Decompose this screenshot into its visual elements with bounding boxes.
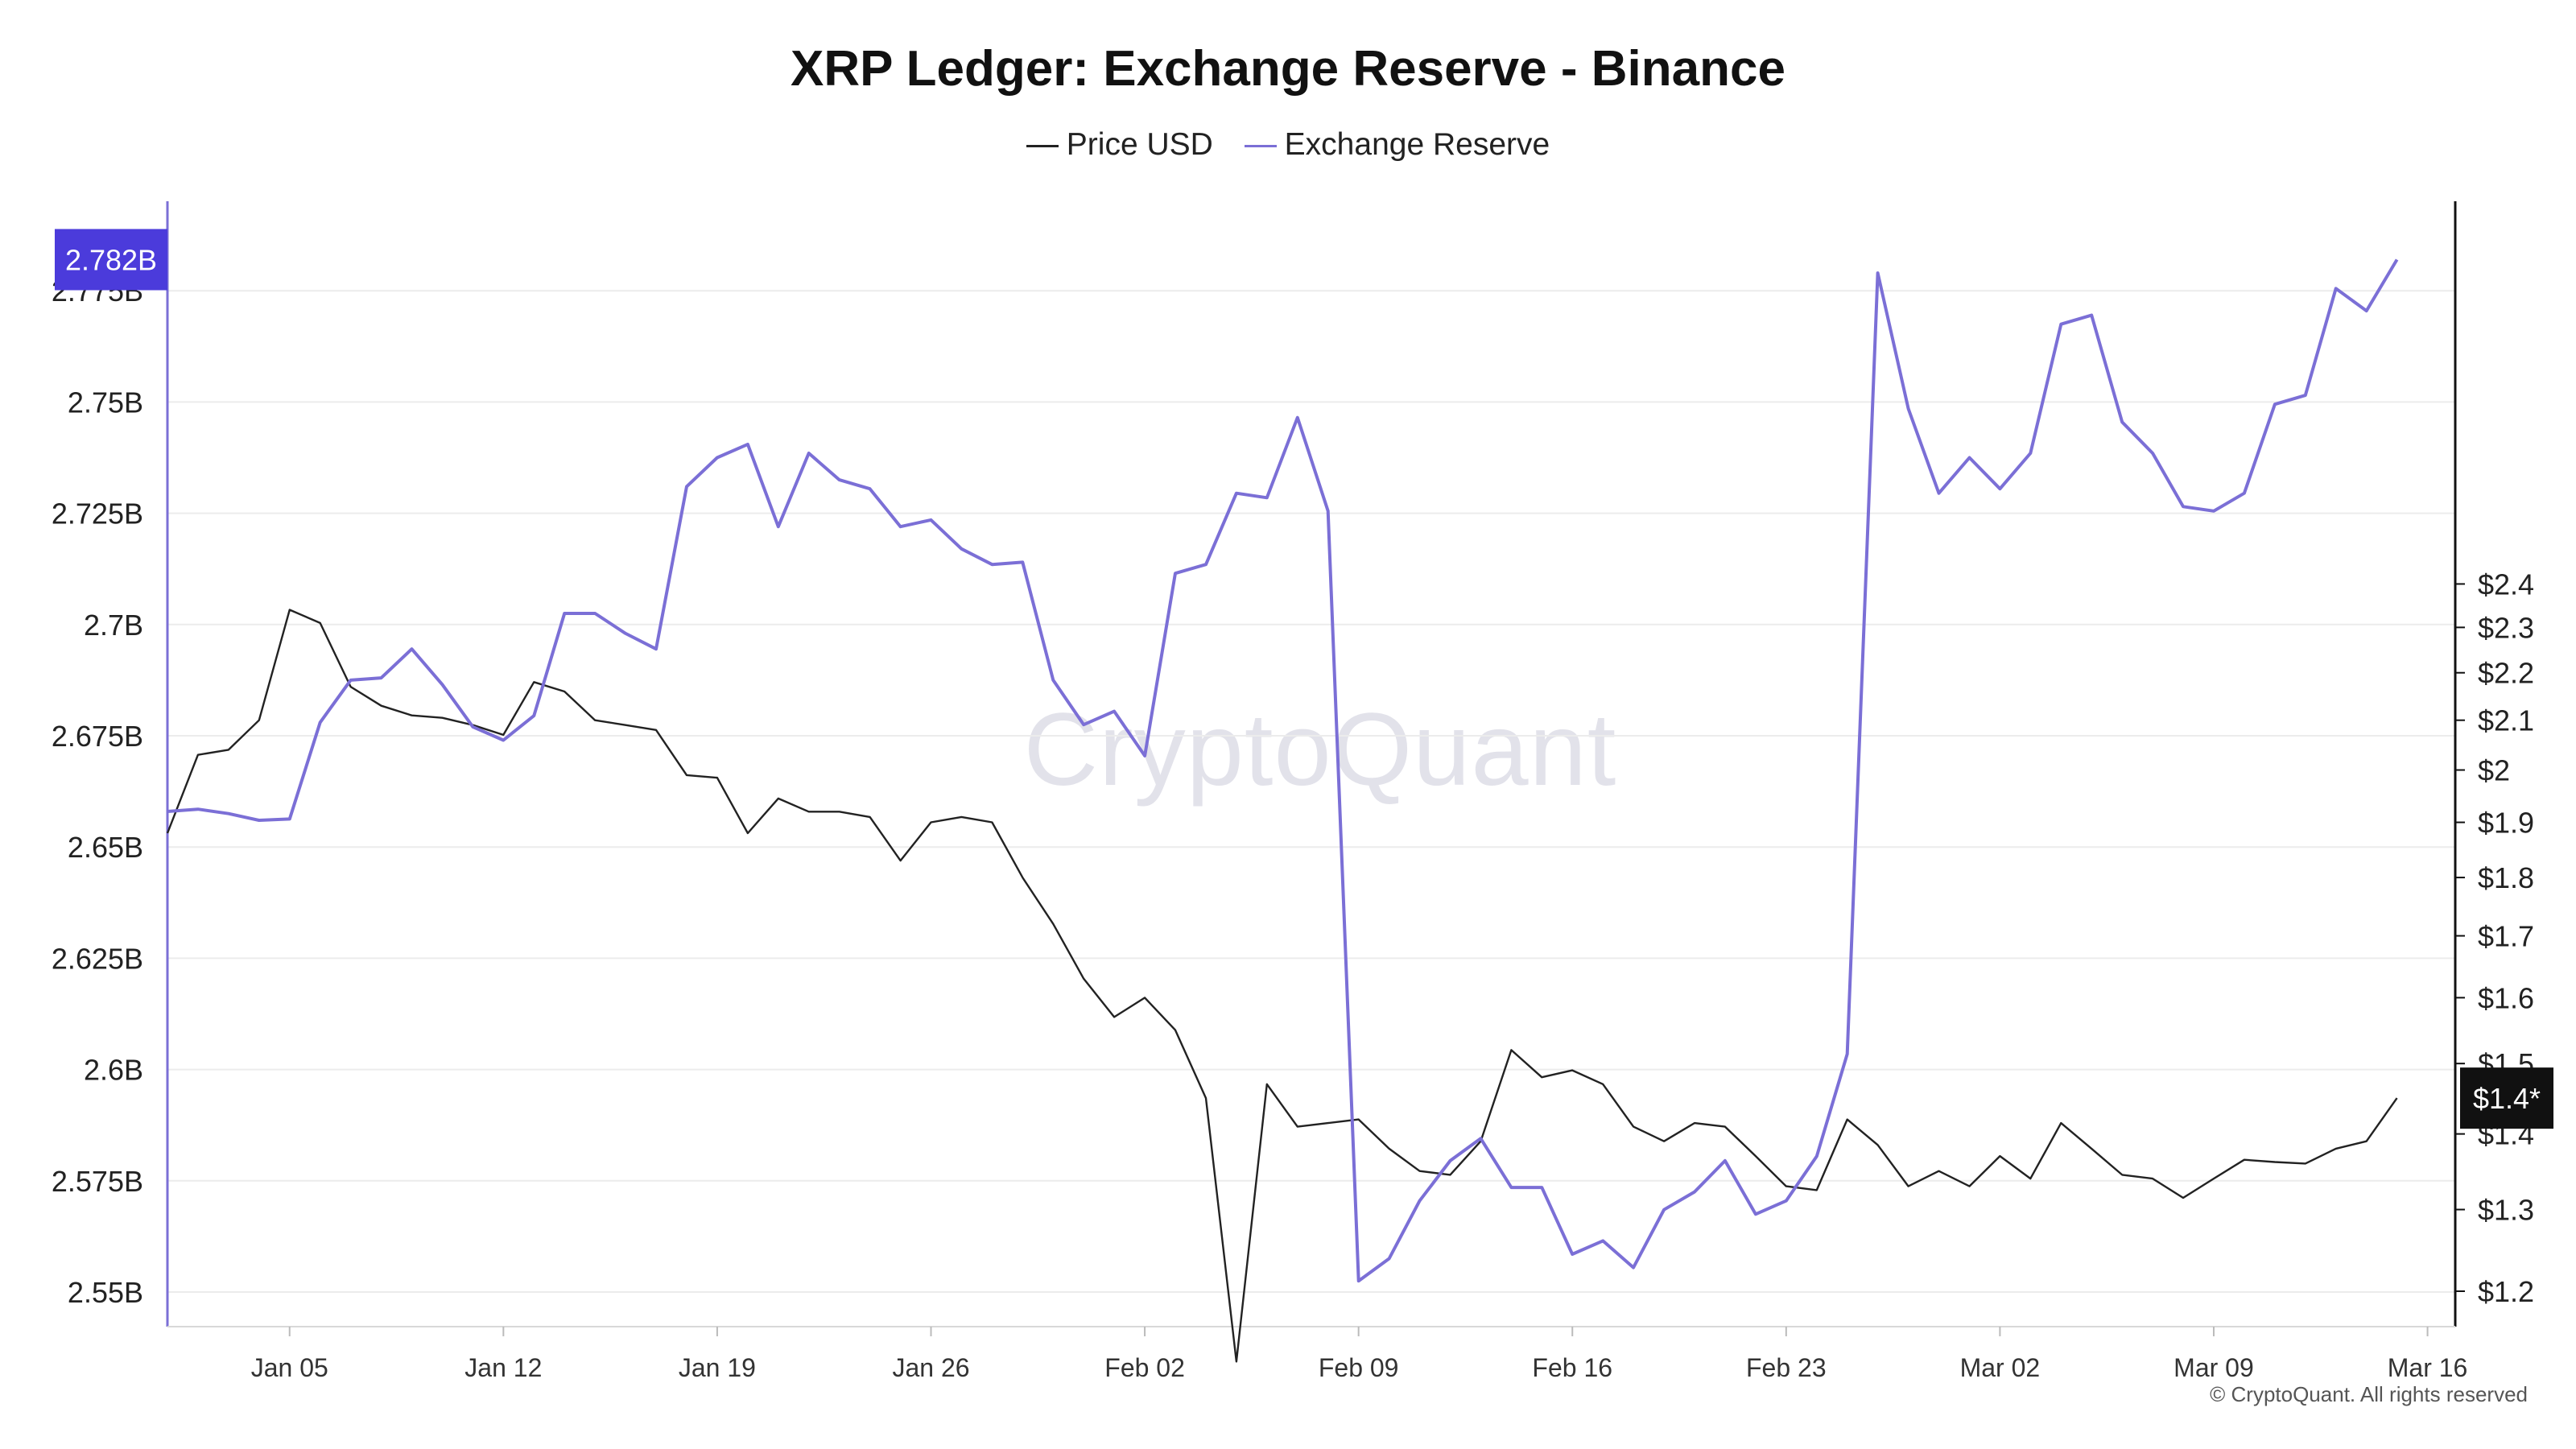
legend: Price USD Exchange Reserve (0, 127, 2576, 163)
x-tick-label: Mar 16 (2388, 1353, 2468, 1382)
legend-label-price: Price USD (1066, 127, 1213, 162)
right-tick-label: $2 (2478, 754, 2510, 787)
right-tick-label: $1.9 (2478, 807, 2534, 840)
x-tick-label: Jan 05 (251, 1353, 328, 1382)
right-tick-label: $2.4 (2478, 568, 2534, 601)
left-tick-label: 2.675B (52, 720, 143, 753)
left-tick-label: 2.625B (52, 942, 143, 975)
left-current-badge-label: 2.782B (65, 244, 157, 277)
right-tick-label: $1.6 (2478, 981, 2534, 1014)
right-tick-label: $2.1 (2478, 704, 2534, 737)
x-tick-label: Feb 02 (1104, 1353, 1185, 1382)
left-tick-label: 2.725B (52, 497, 143, 530)
chart-title: XRP Ledger: Exchange Reserve - Binance (791, 41, 1785, 97)
legend-item-reserve[interactable]: Exchange Reserve (1244, 127, 1550, 163)
left-tick-label: 2.65B (68, 831, 143, 864)
right-tick-label: $2.2 (2478, 657, 2534, 690)
legend-label-reserve: Exchange Reserve (1284, 127, 1550, 162)
left-tick-label: 2.75B (68, 386, 143, 419)
x-tick-label: Mar 09 (2174, 1353, 2254, 1382)
price-usd-line[interactable] (166, 609, 2398, 1363)
x-tick-label: Feb 16 (1532, 1353, 1612, 1382)
x-tick-label: Feb 23 (1746, 1353, 1827, 1382)
left-tick-label: 2.6B (84, 1054, 143, 1087)
x-tick-label: Jan 26 (892, 1353, 969, 1382)
left-tick-label: 2.55B (68, 1276, 143, 1309)
right-current-badge-label: $1.4* (2473, 1082, 2541, 1115)
x-tick-label: Feb 09 (1319, 1353, 1399, 1382)
exchange-reserve-line[interactable] (167, 258, 2399, 1283)
x-tick-label: Jan 12 (464, 1353, 542, 1382)
watermark: CryptoQuant (1023, 692, 1617, 807)
legend-item-price[interactable]: Price USD (1026, 127, 1213, 163)
legend-swatch-reserve (1244, 145, 1277, 148)
right-tick-label: $1.3 (2478, 1194, 2534, 1227)
left-tick-label: 2.575B (52, 1165, 143, 1198)
x-tick-label: Mar 02 (1960, 1353, 2041, 1382)
legend-swatch-price (1026, 145, 1059, 148)
x-tick-label: Jan 19 (679, 1353, 756, 1382)
right-tick-label: $1.7 (2478, 920, 2534, 953)
left-tick-label: 2.7B (84, 609, 143, 642)
right-tick-label: $1.2 (2478, 1275, 2534, 1308)
copyright-notice: © CryptoQuant. All rights reserved (2210, 1382, 2528, 1406)
left-current-badge (55, 229, 167, 291)
right-tick-label: $2.3 (2478, 611, 2534, 644)
right-current-badge (2460, 1067, 2553, 1129)
right-tick-label: $1.8 (2478, 861, 2534, 894)
